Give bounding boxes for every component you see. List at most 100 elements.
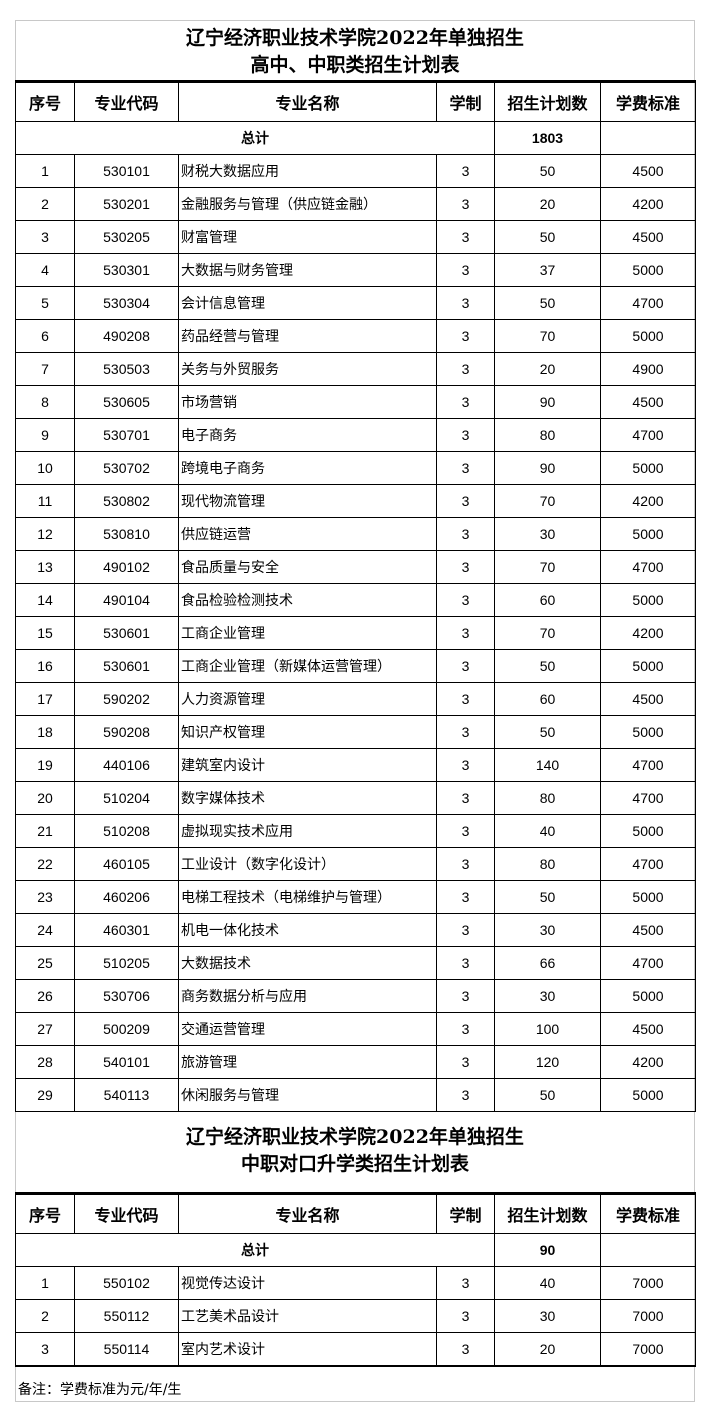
cell-tuition: 4700 (600, 847, 696, 881)
cell-enrollment-plan: 50 (494, 1078, 601, 1112)
cell-index: 2 (15, 187, 75, 221)
cell-index: 8 (15, 385, 75, 419)
cell-index: 29 (15, 1078, 75, 1112)
cell-code: 510208 (74, 814, 179, 848)
table1-title-line1: 辽宁经济职业技术学院2022年单独招生 (186, 27, 524, 49)
cell-tuition: 7000 (600, 1332, 696, 1367)
cell-tuition: 5000 (600, 517, 696, 551)
cell-code: 460105 (74, 847, 179, 881)
cell-index: 18 (15, 715, 75, 749)
table1-title: 辽宁经济职业技术学院2022年单独招生 高中、中职类招生计划表 (16, 21, 694, 80)
header-major-name: 专业名称 (178, 1193, 437, 1234)
table-row: 18 590208 知识产权管理 3 50 5000 (15, 715, 696, 749)
header-row: 序号 专业代码 专业名称 学制 招生计划数 学费标准 (15, 1193, 696, 1234)
cell-code: 490102 (74, 550, 179, 584)
cell-tuition: 5000 (600, 649, 696, 683)
cell-duration: 3 (436, 880, 495, 914)
cell-major-name: 关务与外贸服务 (178, 352, 437, 386)
cell-tuition: 5000 (600, 583, 696, 617)
cell-duration: 3 (436, 1266, 495, 1300)
cell-enrollment-plan: 50 (494, 880, 601, 914)
cell-code: 540113 (74, 1078, 179, 1112)
table-row: 5 530304 会计信息管理 3 50 4700 (15, 286, 696, 320)
cell-tuition: 5000 (600, 319, 696, 353)
cell-enrollment-plan: 70 (494, 616, 601, 650)
table-row: 3 550114 室内艺术设计 3 20 7000 (15, 1332, 696, 1367)
cell-code: 550114 (74, 1332, 179, 1367)
cell-major-name: 数字媒体技术 (178, 781, 437, 815)
header-code: 专业代码 (74, 1193, 179, 1234)
cell-major-name: 财富管理 (178, 220, 437, 254)
table-row: 11 530802 现代物流管理 3 70 4200 (15, 484, 696, 518)
table-row: 19 440106 建筑室内设计 3 140 4700 (15, 748, 696, 782)
cell-duration: 3 (436, 649, 495, 683)
cell-code: 530706 (74, 979, 179, 1013)
total-value: 90 (494, 1233, 601, 1267)
table-row: 9 530701 电子商务 3 80 4700 (15, 418, 696, 452)
cell-major-name: 食品检验检测技术 (178, 583, 437, 617)
cell-code: 500209 (74, 1012, 179, 1046)
cell-enrollment-plan: 90 (494, 385, 601, 419)
cell-enrollment-plan: 70 (494, 319, 601, 353)
table-row: 28 540101 旅游管理 3 120 4200 (15, 1045, 696, 1079)
footnote: 备注：学费标准为元/年/生 (18, 1382, 182, 1398)
cell-tuition: 4500 (600, 1012, 696, 1046)
cell-enrollment-plan: 20 (494, 352, 601, 386)
cell-enrollment-plan: 100 (494, 1012, 601, 1046)
cell-duration: 3 (436, 979, 495, 1013)
cell-index: 20 (15, 781, 75, 815)
table-row: 17 590202 人力资源管理 3 60 4500 (15, 682, 696, 716)
cell-major-name: 跨境电子商务 (178, 451, 437, 485)
cell-index: 22 (15, 847, 75, 881)
cell-tuition: 5000 (600, 451, 696, 485)
table-row: 4 530301 大数据与财务管理 3 37 5000 (15, 253, 696, 287)
cell-enrollment-plan: 70 (494, 484, 601, 518)
table-row: 8 530605 市场营销 3 90 4500 (15, 385, 696, 419)
table-row: 7 530503 关务与外贸服务 3 20 4900 (15, 352, 696, 386)
cell-code: 490208 (74, 319, 179, 353)
cell-major-name: 商务数据分析与应用 (178, 979, 437, 1013)
cell-major-name: 财税大数据应用 (178, 154, 437, 188)
table1-title-line2: 高中、中职类招生计划表 (250, 54, 460, 76)
total-empty (600, 1233, 696, 1267)
table-row: 27 500209 交通运营管理 3 100 4500 (15, 1012, 696, 1046)
cell-major-name: 供应链运营 (178, 517, 437, 551)
cell-major-name: 工艺美术品设计 (178, 1299, 437, 1333)
cell-duration: 3 (436, 616, 495, 650)
cell-major-name: 药品经营与管理 (178, 319, 437, 353)
table-row: 23 460206 电梯工程技术（电梯维护与管理） 3 50 5000 (15, 880, 696, 914)
cell-tuition: 5000 (600, 715, 696, 749)
cell-tuition: 4700 (600, 781, 696, 815)
cell-index: 28 (15, 1045, 75, 1079)
cell-major-name: 食品质量与安全 (178, 550, 437, 584)
cell-index: 3 (15, 220, 75, 254)
table-row: 1 550102 视觉传达设计 3 40 7000 (15, 1266, 696, 1300)
total-row: 总计 90 (15, 1233, 696, 1267)
cell-enrollment-plan: 60 (494, 583, 601, 617)
cell-duration: 3 (436, 583, 495, 617)
cell-tuition: 4200 (600, 187, 696, 221)
cell-major-name: 电子商务 (178, 418, 437, 452)
total-row: 总计 1803 (15, 121, 696, 155)
table-row: 22 460105 工业设计（数字化设计） 3 80 4700 (15, 847, 696, 881)
cell-index: 12 (15, 517, 75, 551)
cell-index: 3 (15, 1332, 75, 1367)
cell-enrollment-plan: 80 (494, 781, 601, 815)
cell-enrollment-plan: 20 (494, 187, 601, 221)
cell-tuition: 4500 (600, 682, 696, 716)
cell-tuition: 4700 (600, 748, 696, 782)
cell-tuition: 4700 (600, 418, 696, 452)
cell-tuition: 4200 (600, 484, 696, 518)
table-row: 16 530601 工商企业管理（新媒体运营管理） 3 50 5000 (15, 649, 696, 683)
cell-duration: 3 (436, 1332, 495, 1367)
cell-enrollment-plan: 120 (494, 1045, 601, 1079)
cell-code: 440106 (74, 748, 179, 782)
total-empty (600, 121, 696, 155)
header-duration: 学制 (436, 1193, 495, 1234)
header-index: 序号 (15, 1193, 75, 1234)
cell-code: 550102 (74, 1266, 179, 1300)
cell-code: 530701 (74, 418, 179, 452)
cell-code: 530503 (74, 352, 179, 386)
table-row: 26 530706 商务数据分析与应用 3 30 5000 (15, 979, 696, 1013)
cell-code: 510204 (74, 781, 179, 815)
